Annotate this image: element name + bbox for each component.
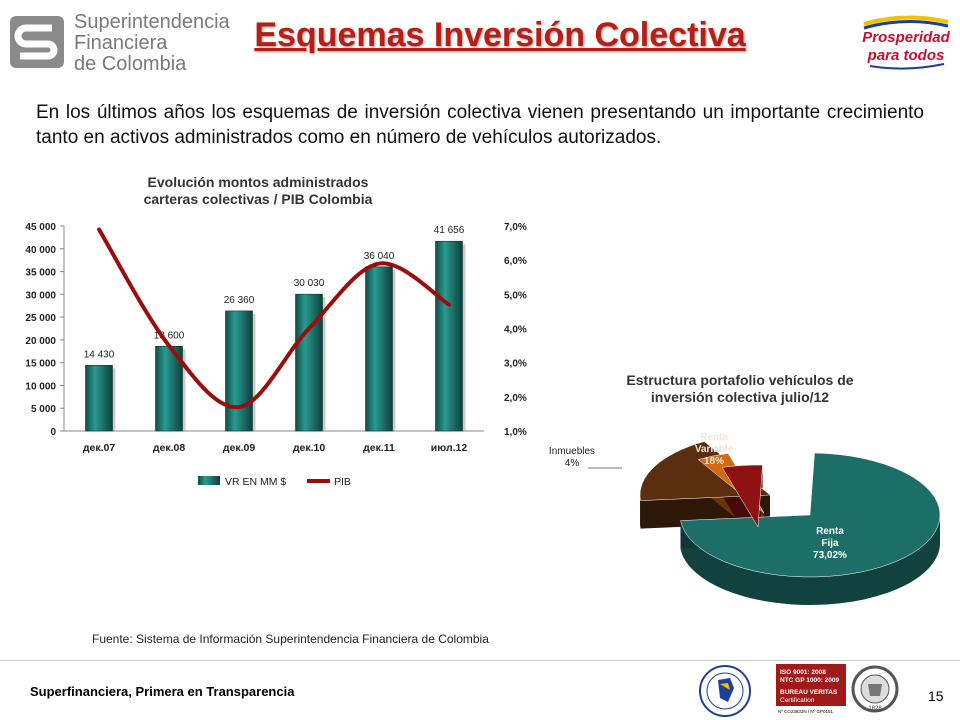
bar <box>365 266 393 432</box>
bar-data-label: 30 030 <box>294 278 325 289</box>
pie-slice <box>680 452 941 578</box>
bar-data-label: 18 600 <box>154 330 185 341</box>
x-tick-label: дек.08 <box>153 442 186 454</box>
page-title: Esquemas Inversión Colectiva <box>254 16 746 54</box>
left-tick-label: 0 <box>50 427 56 438</box>
sfc-s-mark-icon <box>10 16 64 68</box>
bar-chart-title: Evolución montos administrados carteras … <box>108 174 408 208</box>
bar <box>85 364 113 432</box>
x-tick-label: дек.07 <box>83 442 116 454</box>
footer-tagline: Superfinanciera, Primera en Transparenci… <box>30 684 295 699</box>
page-number: 15 <box>928 688 944 704</box>
pie-label-renta-variable-line: 18% <box>704 456 724 467</box>
cert-line-5: Nº CO23633N / Nº GP0151 <box>778 709 834 714</box>
pie-label-factoring: Factoring 5% <box>581 492 623 515</box>
pie-chart-title-line-1: Estructura portafolio vehículos de <box>626 372 854 388</box>
prosperidad-logo: Prosperidad para todos <box>858 10 954 74</box>
pie-label-renta-variable: Renta Variable 18% <box>695 432 734 467</box>
pie-label-inmuebles: Inmuebles 4% <box>549 446 595 469</box>
left-tick-label: 40 000 <box>25 245 56 256</box>
bar <box>295 293 323 432</box>
left-tick-label: 5 000 <box>31 404 56 415</box>
pie-chart-title-line-2: inversión colectiva julio/12 <box>650 389 830 405</box>
pie-label-renta-fija: Renta Fija 73,02% <box>813 526 847 561</box>
pie-label-inmuebles-line: Inmuebles <box>549 446 595 457</box>
org-line-1: Superintendencia <box>74 11 230 33</box>
org-line-2: Financiera <box>74 32 168 54</box>
x-tick-label: дек.09 <box>223 442 256 454</box>
pib-series-line <box>97 227 451 410</box>
left-tick-label: 35 000 <box>25 268 56 279</box>
right-tick-label: 4,0% <box>504 325 527 336</box>
bar <box>225 310 253 432</box>
org-line-3: de Colombia <box>74 53 187 75</box>
x-tick-label: июл.12 <box>431 442 468 454</box>
prosperidad-brand-icon: Prosperidad para todos <box>862 15 951 70</box>
cert-line-3: BUREAU VERITAS <box>780 689 838 696</box>
brand-line-2: para todos <box>867 47 945 64</box>
bar-data-label: 26 360 <box>224 295 255 306</box>
bar-chart-title-line-1: Evolución montos administrados <box>147 174 369 190</box>
x-tick-label: дек.11 <box>363 442 395 454</box>
left-tick-label: 45 000 <box>25 222 56 233</box>
bar-data-label: 36 040 <box>364 251 395 262</box>
left-tick-label: 15 000 <box>25 359 56 370</box>
pie-slice-side <box>680 515 940 605</box>
superintendencia-logo: Superintendencia Financiera de Colombia <box>8 10 248 75</box>
pie-label-renta-variable-line: Renta <box>700 432 728 443</box>
pie-label-renta-variable-line: Variable <box>695 444 734 455</box>
legend-bar-swatch <box>198 476 220 485</box>
right-tick-label: 5,0% <box>504 290 527 301</box>
pie-label-renta-fija-line: Renta <box>816 526 844 537</box>
cert-line-4: Certification <box>780 697 815 704</box>
legend-bar-label: VR EN MM $ <box>225 476 286 488</box>
cert-line-1: ISO 9001: 2008 <box>780 669 826 676</box>
pie-label-factoring-line: 5% <box>595 504 610 515</box>
pie-chart-title: Estructura portafolio vehículos de inver… <box>590 372 890 406</box>
legend-line-label: PIB <box>334 476 351 488</box>
right-tick-label: 2,0% <box>504 393 527 404</box>
left-tick-label: 25 000 <box>25 313 56 324</box>
bureau-veritas-seal-icon: 1828 <box>850 664 900 716</box>
bar-data-label: 41 656 <box>434 225 465 236</box>
bar-line-chart: 0 5 000 10 000 15 000 20 000 25 000 30 000 35 0… <box>25 222 527 488</box>
right-tick-label: 1,0% <box>504 427 527 438</box>
brand-line-1: Prosperidad <box>862 29 950 46</box>
bar <box>435 240 463 432</box>
iso-certification-badge: ISO 9001: 2008 NTC GP 1000: 2009 BUREAU … <box>776 664 846 716</box>
quality-seal-icon <box>699 665 751 717</box>
bar-data-label: 14 430 <box>84 349 115 360</box>
right-tick-label: 3,0% <box>504 359 527 370</box>
right-tick-label: 6,0% <box>504 256 527 267</box>
pie-slice-side <box>640 495 641 529</box>
intro-paragraph: En los últimos años los esquemas de inve… <box>36 102 924 148</box>
pie-label-renta-fija-line: 73,02% <box>813 550 847 561</box>
x-tick-label: дек.10 <box>293 442 326 454</box>
pie-chart: Renta Fija 73,02%Renta Variable 18%Factoring… <box>549 432 941 605</box>
footer-divider <box>0 660 960 661</box>
left-tick-label: 30 000 <box>25 290 56 301</box>
left-tick-label: 20 000 <box>25 336 56 347</box>
cert-line-2: NTC GP 1000: 2009 <box>780 677 840 684</box>
left-tick-label: 10 000 <box>25 381 56 392</box>
pie-label-factoring-line: Factoring <box>581 492 623 503</box>
bar-chart-title-line-2: carteras colectivas / PIB Colombia <box>143 191 373 207</box>
pie-label-inmuebles-line: 4% <box>565 458 580 469</box>
bv-year: 1828 <box>868 706 882 712</box>
pie-label-renta-fija-line: Fija <box>821 538 839 549</box>
source-note: Fuente: Sistema de Información Superinte… <box>92 632 489 646</box>
pie-slice <box>721 464 763 528</box>
right-tick-label: 7,0% <box>504 222 527 233</box>
